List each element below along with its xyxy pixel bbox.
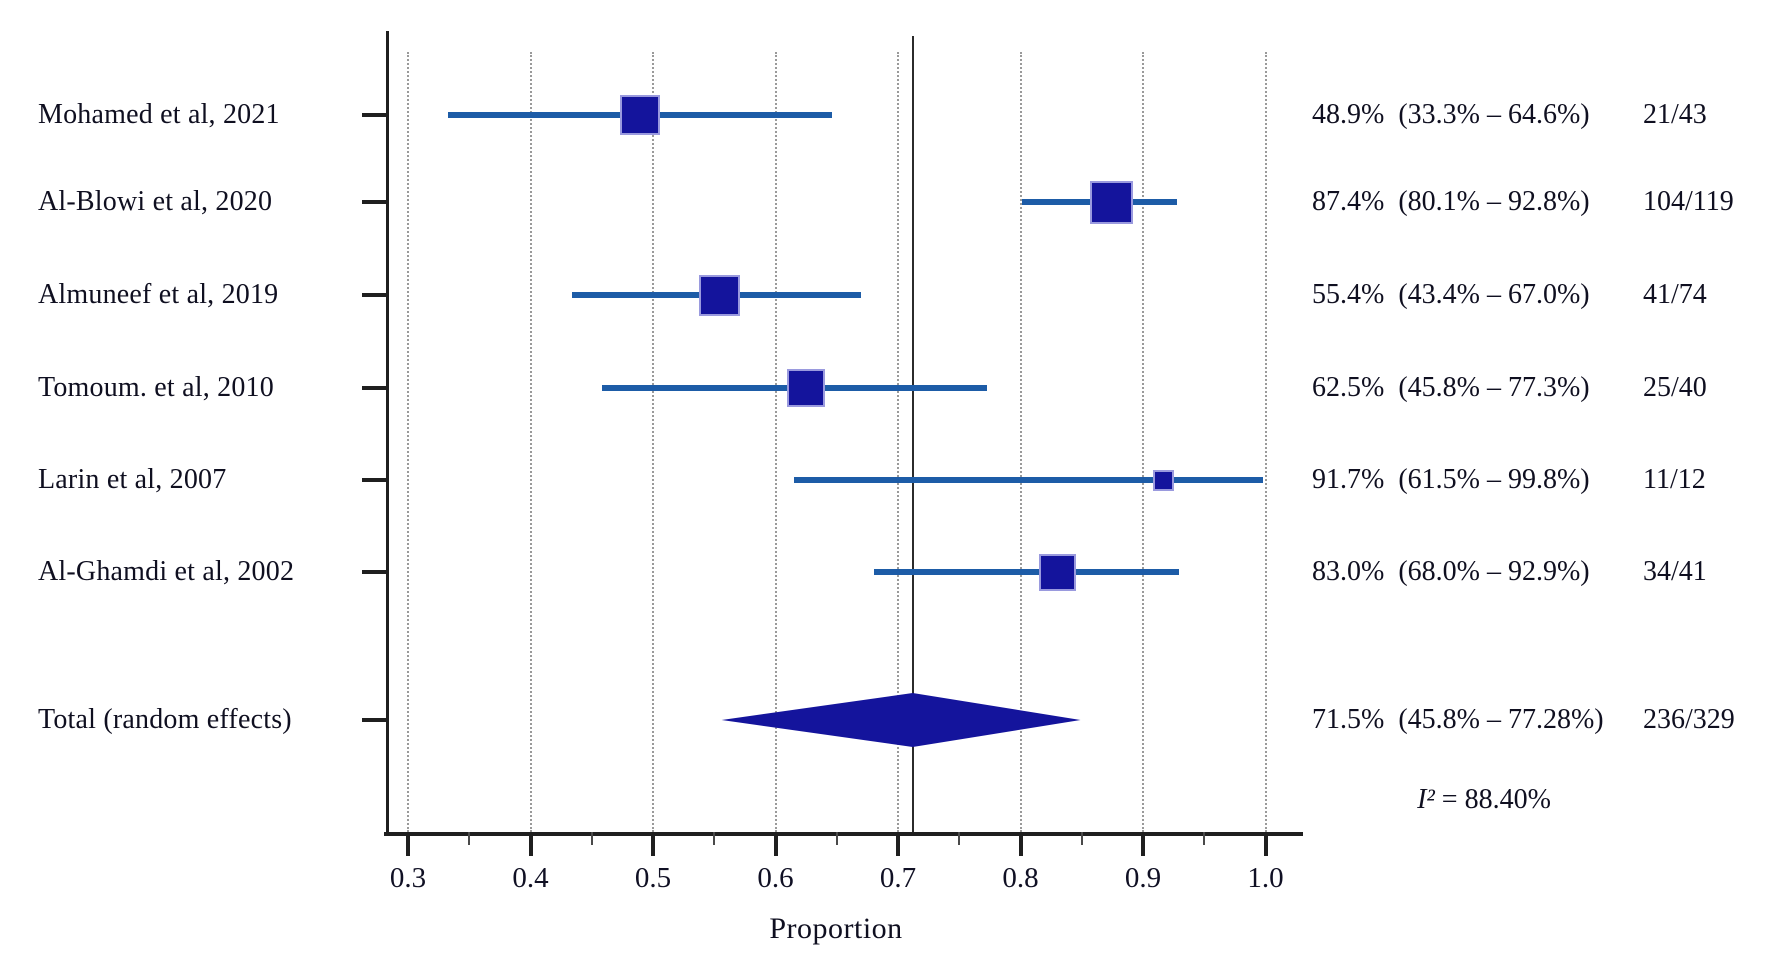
- x-gridline: [652, 52, 654, 832]
- study-row-pct: 91.7%: [1312, 464, 1385, 495]
- study-row-label: Al-Blowi et al, 2020: [38, 186, 273, 217]
- study-row-label: Larin et al, 2007: [38, 464, 227, 495]
- x-minor-tick: [958, 832, 961, 845]
- total-row-pct: 71.5%: [1312, 704, 1385, 735]
- x-minor-tick: [1080, 832, 1083, 845]
- x-tick-label: 0.3: [389, 862, 427, 894]
- total-row-estimate-text: 71.5% (45.8% – 77.28%): [1312, 700, 1604, 740]
- x-major-tick: [651, 832, 655, 856]
- study-row-pct: 48.9%: [1312, 99, 1385, 130]
- study-row-label: Mohamed et al, 2021: [38, 99, 280, 130]
- x-major-tick: [1141, 832, 1145, 856]
- study-row-ci: (61.5% – 99.8%): [1398, 464, 1590, 495]
- study-row-estimate-text: 48.9% (33.3% – 64.6%): [1312, 95, 1590, 135]
- study-row-estimate-text: 83.0% (68.0% – 92.9%): [1312, 552, 1590, 592]
- x-major-tick: [896, 832, 900, 856]
- estimate-marker: [787, 369, 826, 407]
- x-tick-label: 0.4: [512, 862, 549, 894]
- study-row-pct: 55.4%: [1312, 279, 1385, 310]
- estimate-marker: [619, 95, 660, 135]
- study-row-axis-tick: [362, 200, 386, 204]
- x-minor-tick: [468, 832, 471, 845]
- x-minor-tick: [835, 832, 838, 845]
- study-row-axis-tick: [362, 478, 386, 482]
- study-row-estimate-text: 91.7% (61.5% – 99.8%): [1312, 460, 1590, 500]
- study-row-axis-tick: [362, 113, 386, 117]
- x-major-tick: [1018, 832, 1023, 856]
- study-row-events-total: 21/43: [1643, 99, 1707, 130]
- estimate-marker: [1153, 469, 1175, 491]
- x-gridline: [897, 52, 899, 832]
- x-axis-line: [384, 832, 1303, 836]
- x-tick-label: 0.5: [634, 862, 672, 894]
- study-row-pct: 87.4%: [1312, 186, 1385, 217]
- study-row-ci: (68.0% – 92.9%): [1398, 556, 1590, 587]
- total-row-axis-tick: [362, 718, 386, 722]
- x-major-tick: [773, 832, 778, 856]
- x-major-tick: [528, 832, 533, 856]
- total-row-ci: (45.8% – 77.28%): [1398, 704, 1604, 735]
- study-row-label: Almuneef et al, 2019: [38, 279, 279, 310]
- study-row-axis-tick: [362, 386, 386, 390]
- total-row-events-total: 236/329: [1643, 704, 1735, 735]
- study-row-ci: (45.8% – 77.3%): [1398, 372, 1590, 403]
- study-row-events-total: 34/41: [1643, 556, 1707, 587]
- x-gridline: [1019, 52, 1022, 832]
- i2-value: = 88.40%: [1434, 784, 1551, 815]
- study-row-ci: (43.4% – 67.0%): [1398, 279, 1590, 310]
- study-row-label: Tomoum. et al, 2010: [38, 372, 274, 403]
- x-major-tick: [1263, 832, 1268, 856]
- x-minor-tick: [1203, 832, 1206, 845]
- study-row-events-total: 25/40: [1643, 372, 1707, 403]
- study-row-events-total: 41/74: [1643, 279, 1707, 310]
- study-row-events-total: 11/12: [1643, 464, 1706, 495]
- study-row-pct: 83.0%: [1312, 556, 1385, 587]
- x-gridline: [407, 52, 409, 832]
- x-major-tick: [406, 832, 410, 856]
- x-gridline: [529, 52, 532, 832]
- x-gridline: [1142, 52, 1144, 832]
- x-tick-label: 0.9: [1124, 862, 1162, 894]
- x-gridline: [1264, 52, 1267, 832]
- x-axis-title: Proportion: [769, 912, 903, 945]
- estimate-marker: [698, 274, 740, 316]
- estimate-marker: [1089, 180, 1133, 224]
- study-row-axis-tick: [362, 570, 386, 574]
- study-row-label: Al-Ghamdi et al, 2002: [38, 556, 295, 587]
- estimate-marker: [1038, 553, 1076, 591]
- x-minor-tick: [713, 832, 716, 845]
- x-tick-label: 0.8: [1002, 862, 1039, 894]
- y-axis-frame: [386, 31, 389, 835]
- study-row-pct: 62.5%: [1312, 372, 1385, 403]
- study-row-ci: (80.1% – 92.8%): [1398, 186, 1590, 217]
- study-row-axis-tick: [362, 293, 386, 297]
- x-minor-tick: [590, 832, 593, 845]
- ci-line: [793, 477, 1264, 483]
- study-row-estimate-text: 87.4% (80.1% – 92.8%): [1312, 182, 1590, 222]
- heterogeneity-note: I² = 88.40%: [1312, 784, 1656, 816]
- study-row-events-total: 104/119: [1643, 186, 1734, 217]
- x-tick-label: 1.0: [1247, 862, 1284, 894]
- study-row-ci: (33.3% – 64.6%): [1398, 99, 1590, 130]
- i2-symbol: I²: [1417, 784, 1435, 815]
- x-tick-label: 0.7: [879, 862, 917, 894]
- x-gridline: [774, 52, 777, 832]
- ci-line: [873, 569, 1179, 575]
- total-row-label: Total (random effects): [38, 704, 292, 735]
- x-tick-label: 0.6: [757, 862, 794, 894]
- pooled-estimate-line: [911, 36, 915, 832]
- study-row-estimate-text: 62.5% (45.8% – 77.3%): [1312, 368, 1590, 408]
- study-row-estimate-text: 55.4% (43.4% – 67.0%): [1312, 275, 1590, 315]
